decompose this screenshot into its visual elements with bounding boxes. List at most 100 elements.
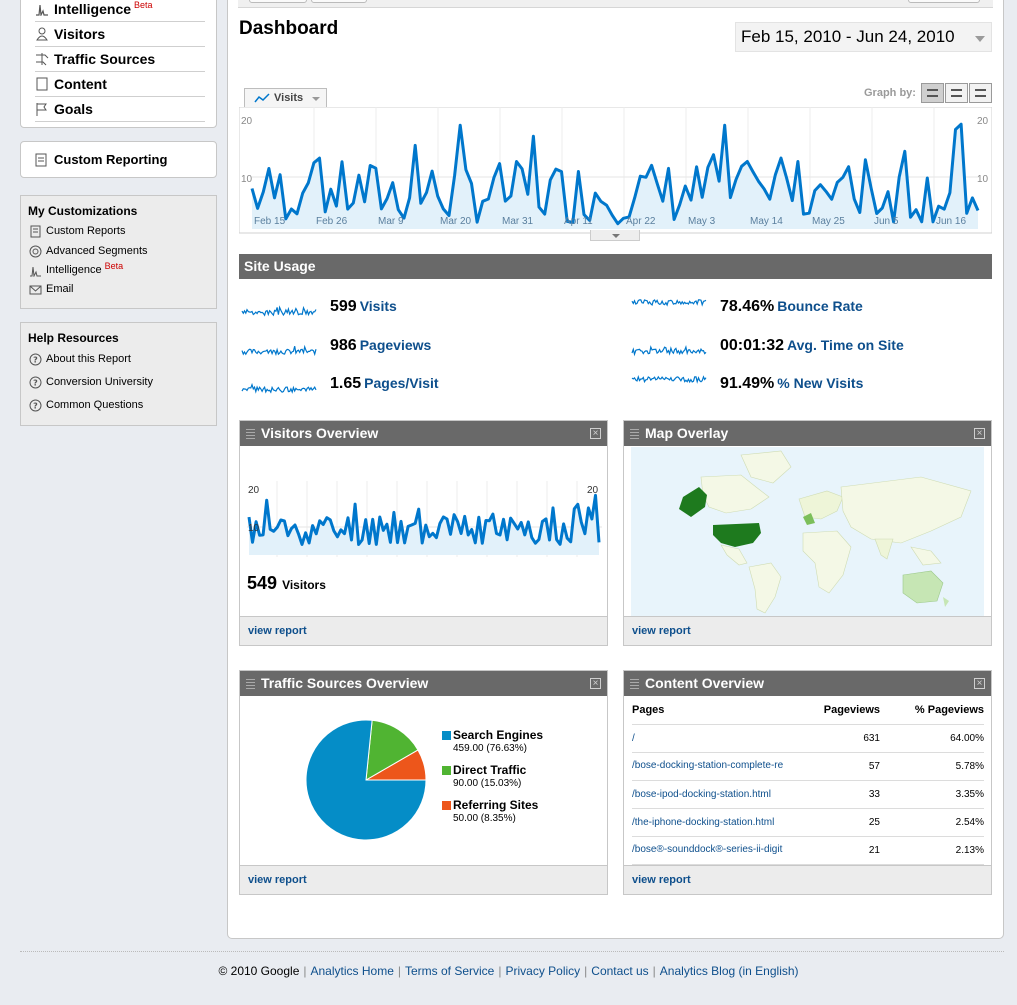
chevron-down-icon <box>312 97 320 101</box>
pie-slice-direct-traffic[interactable] <box>365 719 419 781</box>
table-row: /the-iphone-docking-station.html 25 2.54… <box>632 808 984 837</box>
nav-item-content[interactable]: Content <box>35 72 205 97</box>
custom-reports-label: Custom Reports <box>46 225 126 237</box>
column-header-pages[interactable]: Pages <box>632 697 812 725</box>
map-overlay-title: Map Overlay <box>645 425 729 441</box>
nav-label: Intelligence <box>54 1 132 17</box>
column-header-pct-pageviews[interactable]: % Pageviews <box>880 697 984 725</box>
footer-link-contact[interactable]: Contact us <box>591 964 649 978</box>
y-tick-10-left: 10 <box>241 174 253 185</box>
graph-by-month-button[interactable] <box>969 83 992 103</box>
pageviews-cell: 25 <box>812 808 880 837</box>
traffic-sources-pie-chart[interactable] <box>304 718 428 842</box>
segments-icon <box>29 245 42 258</box>
nav-item-goals[interactable]: Goals <box>35 97 205 122</box>
world-map[interactable] <box>631 447 984 616</box>
intelligence-link[interactable]: Intelligence Beta <box>29 261 124 280</box>
close-icon[interactable]: × <box>974 678 985 689</box>
content-overview-panel: Content Overview × Pages Pageviews % Pag… <box>623 670 992 895</box>
bounce-rate-label: Bounce Rate <box>777 298 863 314</box>
top-toolbar-strip <box>238 0 993 8</box>
help-icon: ? <box>29 399 42 412</box>
view-report-link[interactable]: view report <box>248 874 307 886</box>
view-report-link[interactable]: view report <box>248 625 307 637</box>
map-overlay-panel: Map Overlay × view report <box>623 420 992 646</box>
page-link[interactable]: /the-iphone-docking-station.html <box>632 816 775 828</box>
graph-expand-handle[interactable] <box>590 230 640 241</box>
copyright-text: © 2010 Google <box>218 964 300 978</box>
pages-per-visit-label: Pages/Visit <box>364 375 439 391</box>
beta-badge: Beta <box>134 0 153 10</box>
drag-handle-icon[interactable] <box>630 429 639 439</box>
column-header-pageviews[interactable]: Pageviews <box>812 697 880 725</box>
graph-by-week-button[interactable] <box>945 83 968 103</box>
email-link[interactable]: Email <box>29 281 74 299</box>
x-axis-label: May 3 <box>688 216 716 227</box>
view-report-link[interactable]: view report <box>632 874 691 886</box>
metric-selector-label: Visits <box>274 92 304 104</box>
graph-by-day-button[interactable] <box>921 83 944 103</box>
metric-selector[interactable]: Visits <box>244 88 327 108</box>
custom-report-icon <box>35 153 47 167</box>
table-row: /bose®-sounddock®-series-ii-digit 21 2.1… <box>632 836 984 865</box>
toolbar-button[interactable] <box>908 0 980 3</box>
visitors-line-chart[interactable]: 20 10 20 <box>247 481 602 561</box>
view-report-link[interactable]: view report <box>632 625 691 637</box>
drag-handle-icon[interactable] <box>246 679 255 689</box>
toolbar-button[interactable] <box>249 0 307 3</box>
drag-handle-icon[interactable] <box>246 429 255 439</box>
close-icon[interactable]: × <box>974 428 985 439</box>
advanced-segments-link[interactable]: Advanced Segments <box>29 243 148 261</box>
advanced-segments-label: Advanced Segments <box>46 245 148 257</box>
custom-report-icon <box>30 225 41 238</box>
page-link[interactable]: /bose-ipod-docking-station.html <box>632 788 771 800</box>
content-overview-header[interactable]: Content Overview × <box>624 671 991 696</box>
conversion-university-link[interactable]: ? Conversion University <box>29 374 153 392</box>
common-questions-link[interactable]: ? Common Questions <box>29 397 143 415</box>
about-report-link[interactable]: ? About this Report <box>29 351 131 369</box>
traffic-sources-header[interactable]: Traffic Sources Overview × <box>240 671 607 696</box>
svg-text:?: ? <box>33 355 38 364</box>
footer-link-terms[interactable]: Terms of Service <box>405 964 495 978</box>
page-link[interactable]: /bose-docking-station-complete-re <box>632 760 784 772</box>
close-icon[interactable]: × <box>590 678 601 689</box>
nav-item-intelligence[interactable]: Intelligence Beta <box>35 0 205 22</box>
custom-reports-link[interactable]: Custom Reports <box>29 223 125 241</box>
bounce-rate-value: 78.46% <box>720 298 775 315</box>
page-link[interactable]: / <box>632 732 635 744</box>
page-link[interactable]: /bose®-sounddock®-series-ii-digit <box>632 844 783 856</box>
avg-time-sparkline <box>631 345 707 357</box>
new-visits-label: % New Visits <box>777 375 864 391</box>
date-range-text: Feb 15, 2010 - Jun 24, 2010 <box>741 27 955 46</box>
pct-cell: 3.35% <box>880 780 984 809</box>
footer-link-privacy[interactable]: Privacy Policy <box>505 964 581 978</box>
date-range-selector[interactable]: Feb 15, 2010 - Jun 24, 2010 <box>735 22 992 52</box>
legend-swatch <box>442 801 451 810</box>
visits-label: Visits <box>359 298 397 314</box>
close-icon[interactable]: × <box>590 428 601 439</box>
y-tick-10-left: 10 <box>248 523 260 534</box>
beta-badge: Beta <box>104 261 124 271</box>
y-tick-20-left: 20 <box>248 485 260 496</box>
report-nav-box: Intelligence Beta Visitors Traffic Source… <box>20 0 217 128</box>
pie-slice-search-engines[interactable] <box>305 719 427 841</box>
nav-item-visitors[interactable]: Visitors <box>35 22 205 47</box>
content-icon <box>36 77 48 91</box>
map-overlay-header[interactable]: Map Overlay × <box>624 421 991 446</box>
footer-link-blog[interactable]: Analytics Blog (in English) <box>659 964 799 978</box>
nav-item-traffic-sources[interactable]: Traffic Sources <box>35 47 205 72</box>
pct-cell: 64.00% <box>880 724 984 753</box>
visitors-overview-panel: Visitors Overview × 20 10 20 549 Visitor… <box>239 420 608 646</box>
x-axis-label: Mar 31 <box>502 216 534 227</box>
custom-reporting-link[interactable]: Custom Reporting <box>20 141 217 178</box>
drag-handle-icon[interactable] <box>630 679 639 689</box>
toolbar-button[interactable] <box>311 0 367 3</box>
site-usage-header: Site Usage <box>239 254 992 279</box>
footer-link-analytics-home[interactable]: Analytics Home <box>310 964 394 978</box>
pageviews-cell: 21 <box>812 836 880 865</box>
visitors-overview-header[interactable]: Visitors Overview × <box>240 421 607 446</box>
legend-detail: 50.00 (8.35%) <box>453 813 516 824</box>
nav-label: Traffic Sources <box>54 51 156 67</box>
conversion-university-label: Conversion University <box>46 376 153 388</box>
visits-line-chart[interactable]: 20 10 20 10 Feb 15 Feb 26 Mar 9 Mar 20 Mar 3… <box>239 107 992 235</box>
